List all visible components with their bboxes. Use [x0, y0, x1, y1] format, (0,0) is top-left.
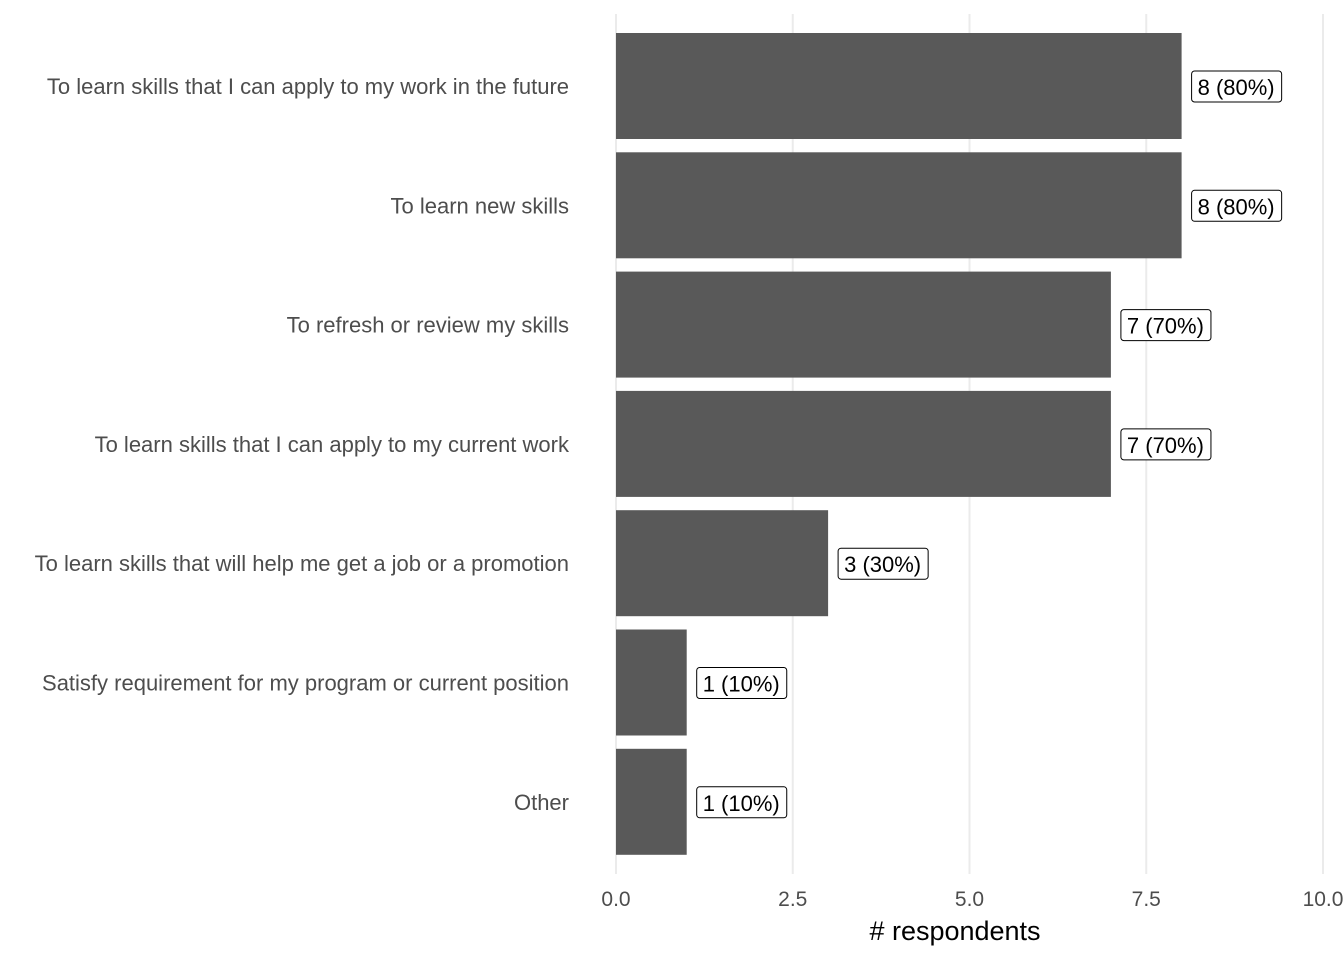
data-label-box: [837, 547, 929, 580]
data-label: 8 (80%): [1191, 189, 1283, 222]
data-label-box: [1191, 189, 1283, 222]
data-label-text: 3 (30%): [844, 552, 921, 577]
data-label-text: 7 (70%): [1127, 433, 1204, 458]
data-label: 7 (70%): [1120, 309, 1212, 342]
category-label: Satisfy requirement for my program or cu…: [42, 671, 569, 696]
data-label-text: 7 (70%): [1127, 314, 1204, 339]
bar: [616, 748, 687, 855]
bar: [616, 510, 829, 617]
x-tick-label: 7.5: [1132, 888, 1161, 911]
data-labels: 8 (80%) 8 (80%) 7 (70%) 7 (70%) 3 (30%) 1 (10…: [696, 70, 1283, 819]
data-label: 1 (10%): [696, 786, 788, 819]
data-label: 7 (70%): [1120, 428, 1212, 461]
data-label: 8 (80%): [1191, 70, 1283, 103]
data-label-text: 8 (80%): [1198, 194, 1275, 219]
bar: [616, 33, 1182, 139]
data-label-text: 8 (80%): [1198, 75, 1275, 100]
bar: [616, 271, 1111, 378]
x-tick-label: 10.0: [1303, 888, 1344, 911]
category-labels: To learn skills that I can apply to my w…: [35, 74, 570, 815]
x-axis-title: # respondents: [869, 916, 1040, 946]
x-tick-labels: 0.0 2.5 5.0 7.5 10.0: [601, 888, 1343, 911]
data-label-box: [1191, 70, 1283, 103]
x-tick-label: 5.0: [955, 888, 984, 911]
data-label-text: 1 (10%): [703, 672, 780, 697]
category-label: Other: [514, 790, 569, 815]
bar: [616, 390, 1111, 497]
category-label: To learn skills that will help me get a …: [35, 551, 569, 576]
bars: [616, 33, 1182, 855]
data-label-box: [1120, 428, 1212, 461]
bar: [616, 152, 1182, 259]
category-label: To learn new skills: [390, 193, 569, 218]
category-label: To learn skills that I can apply to my w…: [47, 74, 569, 99]
data-label-text: 1 (10%): [703, 791, 780, 816]
data-label: 3 (30%): [837, 547, 929, 580]
x-tick-label: 2.5: [778, 888, 807, 911]
x-tick-label: 0.0: [601, 888, 630, 911]
category-label: To learn skills that I can apply to my c…: [95, 432, 570, 457]
category-label: To refresh or review my skills: [287, 313, 569, 338]
bar: [616, 629, 687, 736]
data-label-box: [696, 667, 788, 699]
data-label-box: [696, 786, 788, 819]
data-label-box: [1120, 309, 1212, 342]
data-label: 1 (10%): [696, 667, 788, 699]
